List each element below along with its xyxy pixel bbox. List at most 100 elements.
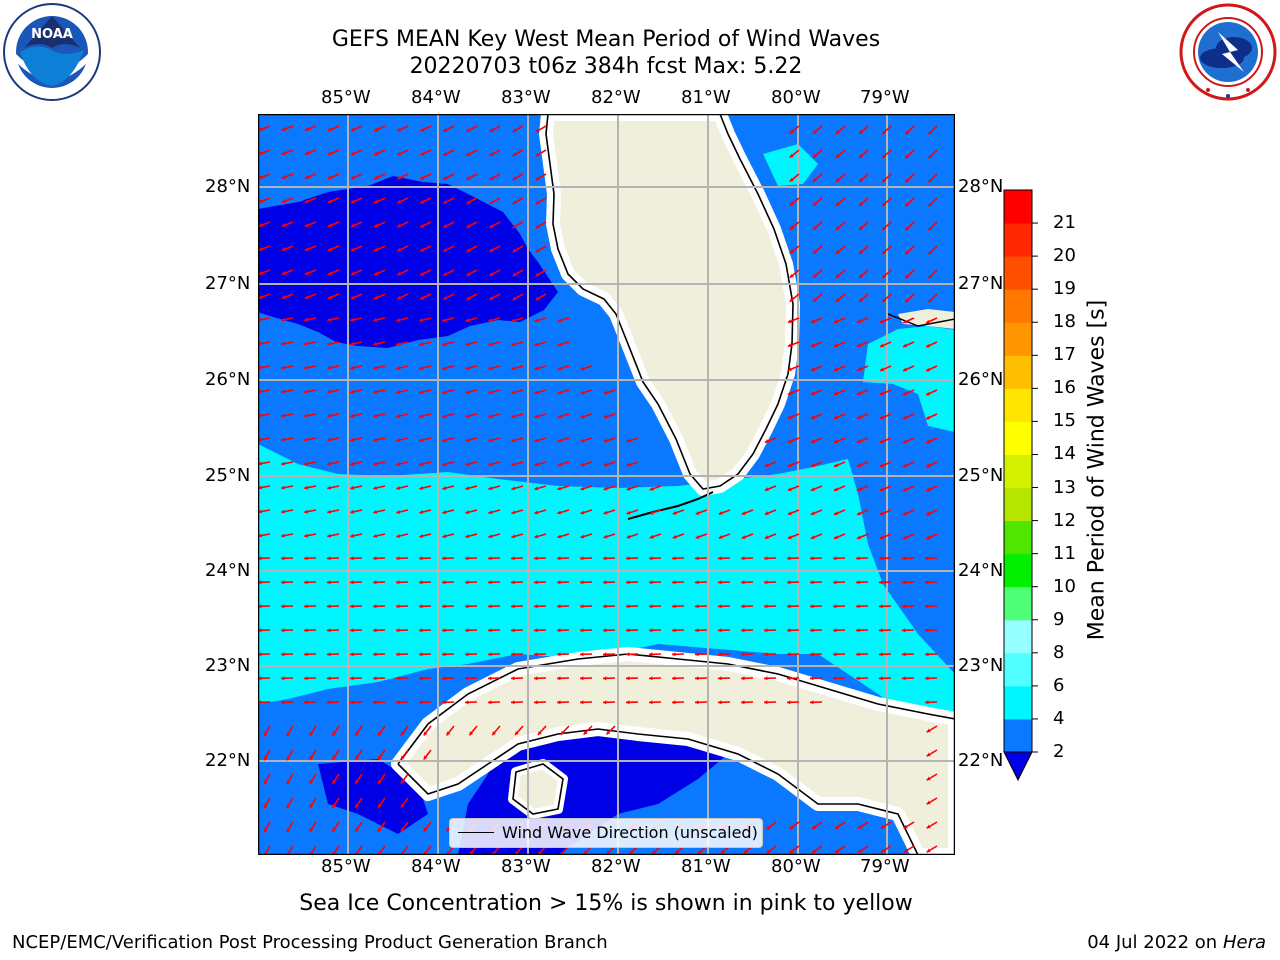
wind-wave-arrowhead — [649, 652, 653, 657]
lon-tick-label-bottom: 85°W — [321, 856, 371, 877]
wind-wave-arrowhead — [281, 295, 286, 300]
wind-wave-arrowhead — [327, 604, 331, 609]
wind-wave-arrowhead — [580, 366, 585, 371]
wind-wave-arrowhead — [812, 201, 817, 206]
wind-wave-arrowhead — [880, 848, 885, 853]
wind-wave-arrowhead — [810, 535, 815, 540]
wind-wave-arrowhead — [695, 510, 700, 515]
wind-wave-arrowhead — [535, 296, 540, 301]
wind-wave-arrowhead — [787, 700, 791, 705]
wind-wave-arrowhead — [580, 462, 585, 467]
wind-wave-arrowhead — [465, 318, 470, 323]
wind-wave-arrowhead — [258, 247, 263, 251]
wind-wave-arrowhead — [420, 199, 425, 204]
wind-wave-arrowhead — [557, 700, 561, 705]
wind-wave-arrowhead — [583, 730, 588, 735]
noaa-logo: NOAA — [3, 3, 101, 101]
wind-wave-arrowhead — [442, 318, 447, 323]
wind-wave-arrowhead — [304, 485, 308, 490]
wind-wave-arrowhead — [926, 343, 931, 348]
wind-wave-arrowhead — [764, 604, 768, 609]
colorbar-tick-label: 2 — [1053, 741, 1065, 762]
wind-wave-arrowhead — [626, 462, 631, 467]
wind-wave-arrowhead — [488, 556, 492, 561]
wind-wave-arrowhead — [902, 676, 906, 681]
wind-wave-arrowhead — [304, 175, 309, 180]
wind-wave-arrowhead — [787, 463, 792, 468]
wind-wave-arrowhead — [419, 652, 423, 657]
wind-wave-arrowhead — [488, 342, 493, 347]
wind-wave-arrowhead — [557, 390, 562, 395]
wind-wave-arrowhead — [258, 175, 263, 179]
wind-wave-arrowhead — [789, 225, 794, 230]
wind-wave-arrowhead — [378, 803, 382, 808]
wind-wave-arrowhead — [810, 391, 815, 396]
wind-wave-arrowhead — [263, 828, 268, 833]
lat-tick-label-right: 25°N — [958, 465, 1004, 486]
wind-wave-arrowhead — [629, 850, 634, 855]
credit-line: NCEP/EMC/Verification Post Processing Pr… — [12, 932, 608, 953]
wind-wave-arrowhead — [835, 154, 840, 158]
wind-wave-arrowhead — [560, 730, 565, 735]
wind-wave-arrowhead — [812, 129, 817, 134]
colorbar-segment — [1004, 388, 1032, 422]
lat-tick-label-right: 26°N — [958, 369, 1004, 390]
wind-wave-arrowhead — [905, 298, 910, 303]
wind-wave-arrowhead — [511, 390, 516, 395]
wind-wave-arrowhead — [332, 732, 336, 737]
wind-wave-arrowhead — [534, 486, 539, 491]
wind-wave-arrowhead — [466, 152, 471, 156]
wind-wave-arrowhead — [557, 462, 562, 467]
wind-wave-arrowhead — [397, 151, 402, 156]
wind-wave-arrowhead — [905, 226, 910, 231]
wind-wave-arrowhead — [859, 202, 863, 207]
wind-wave-arrowhead — [374, 127, 379, 132]
wind-wave-arrowhead — [835, 825, 840, 829]
wind-wave-arrowhead — [882, 298, 887, 303]
lat-tick-label-left: 28°N — [205, 176, 251, 197]
wind-wave-arrowhead — [580, 676, 584, 681]
lat-tick-label-right: 27°N — [958, 273, 1004, 294]
wind-wave-arrowhead — [810, 439, 815, 444]
wind-wave-arrowhead — [465, 534, 470, 539]
wind-wave-arrowhead — [856, 604, 860, 609]
wind-wave-arrowhead — [465, 414, 470, 419]
wind-wave-arrowhead — [695, 556, 699, 561]
wind-wave-arrowhead — [925, 556, 929, 561]
wind-wave-arrowhead — [443, 296, 448, 300]
wind-wave-arrowhead — [443, 272, 448, 276]
wind-wave-arrowhead — [903, 319, 908, 324]
wind-wave-arrowhead — [396, 389, 401, 394]
wind-wave-arrowhead — [880, 367, 884, 372]
wind-wave-arrowhead — [281, 365, 285, 370]
wind-wave-arrowhead — [787, 652, 791, 657]
wind-wave-arrowhead — [304, 604, 308, 609]
wind-wave-arrowhead — [396, 317, 401, 322]
wind-wave-arrowhead — [258, 365, 262, 370]
colorbar-segment — [1004, 322, 1032, 356]
wind-wave-arrowhead — [835, 849, 840, 853]
date-prefix: 04 Jul 2022 on — [1087, 932, 1223, 953]
wind-wave-arrowhead — [764, 511, 769, 516]
wind-wave-arrowhead — [880, 391, 884, 396]
wind-wave-arrowhead — [695, 534, 700, 539]
coastline-bahamas — [887, 313, 955, 327]
wind-wave-arrowhead — [350, 317, 355, 322]
wind-wave-arrowhead — [396, 533, 401, 538]
wind-wave-arrowhead — [535, 272, 540, 277]
wind-wave-arrowhead — [443, 176, 448, 180]
colorbar-segment — [1004, 487, 1032, 522]
wind-wave-arrowhead — [488, 438, 493, 443]
wind-wave-arrowhead — [443, 152, 448, 156]
wind-wave-arrowhead — [557, 414, 562, 419]
wind-wave-arrowhead — [488, 580, 492, 585]
wind-wave-arrows — [258, 125, 938, 855]
wind-wave-arrowhead — [903, 463, 908, 468]
wind-wave-arrowhead — [649, 628, 653, 633]
wind-wave-arrowhead — [327, 700, 331, 705]
wind-wave-arrowhead — [859, 274, 863, 279]
wind-wave-arrowhead — [603, 580, 607, 585]
wind-wave-arrowhead — [442, 556, 446, 561]
colorbar-title: Mean Period of Wind Waves [s] — [1084, 299, 1110, 641]
wind-wave-arrowhead — [789, 153, 794, 158]
